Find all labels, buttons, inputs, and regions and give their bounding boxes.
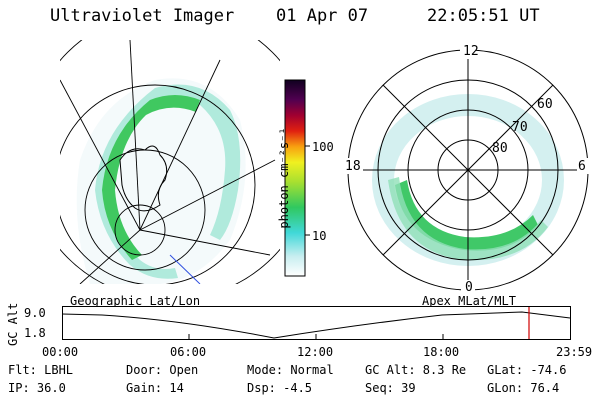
colorbar-gradient <box>284 79 306 277</box>
geographic-image-panel <box>60 40 280 284</box>
lat-circle <box>114 204 166 256</box>
altitude-xtick-2359: 23:59 <box>556 345 593 359</box>
status-mode: Mode: Normal <box>247 363 334 377</box>
colorbar-unit-label: photon cm⁻²s⁻¹ <box>277 127 291 229</box>
altitude-xtick-1800: 18:00 <box>423 345 460 359</box>
status-gain: Gain: 14 <box>126 381 184 395</box>
status-dsp: Dsp: -4.5 <box>247 381 313 395</box>
status-door: Door: Open <box>126 363 199 377</box>
status-filter: Flt: LBHL <box>8 363 74 377</box>
altitude-curve <box>62 311 571 339</box>
altitude-xtick-1200: 12:00 <box>297 345 334 359</box>
meridian <box>79 229 141 284</box>
colorbar <box>284 79 310 277</box>
lat-circle <box>84 149 206 271</box>
mlt-label-0: 0 <box>465 280 473 295</box>
meridian <box>139 229 271 256</box>
mlat-label-80: 80 <box>492 141 508 156</box>
satellite-track <box>169 254 201 284</box>
status-glon: GLon: 76.4 <box>487 381 560 395</box>
meridian <box>129 40 141 231</box>
mlat-label-60: 60 <box>537 97 553 112</box>
meridian <box>139 59 221 231</box>
mlt-label-6: 6 <box>578 159 586 174</box>
magnetic-polar-panel <box>343 45 591 294</box>
observation-date: 01 Apr 07 <box>276 6 369 26</box>
colorbar-tick-label-100: 100 <box>312 140 334 154</box>
altitude-ytick-9: 9.0 <box>24 306 46 320</box>
right-panel-caption: Apex MLat/MLT <box>422 294 516 308</box>
altitude-xtick-0000: 00:00 <box>42 345 79 359</box>
status-gc-alt: GC Alt: 8.3 Re <box>365 363 467 377</box>
status-ip: IP: 36.0 <box>8 381 66 395</box>
aurora-band-edge <box>388 177 548 261</box>
mlat-label-70: 70 <box>512 120 528 135</box>
lat-circle <box>60 84 256 284</box>
mlt-label-12: 12 <box>463 44 479 59</box>
mlt-label-18: 18 <box>345 159 361 174</box>
status-glat: GLat: -74.6 <box>487 363 567 377</box>
altitude-xtick-0600: 06:00 <box>170 345 207 359</box>
instrument-title: Ultraviolet Imager <box>50 6 235 26</box>
meridian <box>139 159 276 231</box>
left-panel-caption: Geographic Lat/Lon <box>70 294 201 308</box>
meridian <box>60 79 141 231</box>
aurora-band-bright <box>395 180 538 251</box>
altitude-ylabel: GC Alt <box>6 302 20 346</box>
colorbar-tick-label-10: 10 <box>312 229 327 243</box>
altitude-ytick-1-8: 1.8 <box>24 326 46 340</box>
mlt-spoke <box>382 84 554 256</box>
aurora-band-core <box>102 95 200 260</box>
status-seq: Seq: 39 <box>365 381 416 395</box>
observation-time: 22:05:51 UT <box>427 6 540 26</box>
altitude-plot <box>62 306 571 340</box>
